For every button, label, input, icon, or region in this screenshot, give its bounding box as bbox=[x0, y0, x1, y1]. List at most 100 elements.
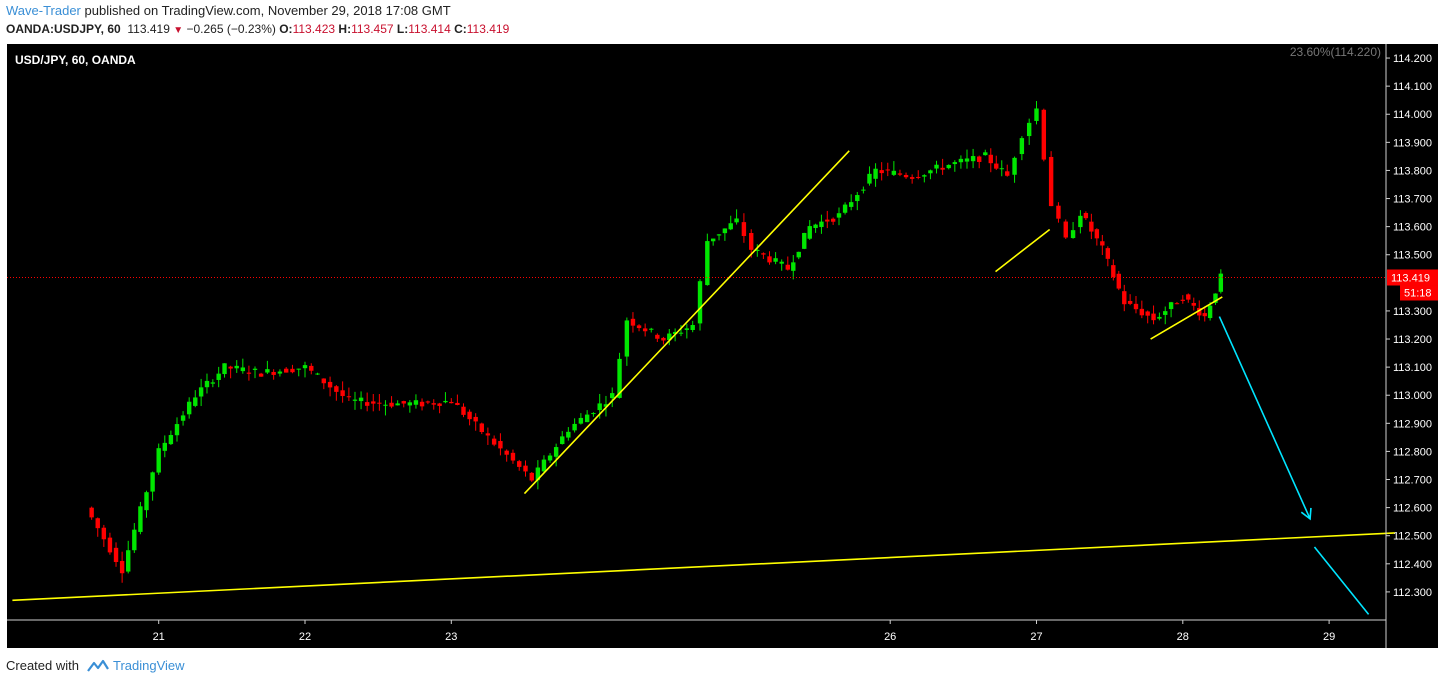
candle-body bbox=[791, 262, 796, 271]
candle-body bbox=[1041, 109, 1047, 160]
y-tick-label: 113.300 bbox=[1393, 306, 1432, 318]
candle-body bbox=[1168, 302, 1174, 310]
candle-body bbox=[180, 415, 186, 421]
candle-body bbox=[1207, 305, 1213, 319]
candle-body bbox=[710, 238, 716, 242]
candle-body bbox=[861, 189, 866, 191]
candle-body bbox=[132, 529, 137, 551]
candle bbox=[813, 223, 818, 233]
candle-body bbox=[891, 170, 897, 175]
candle bbox=[710, 238, 716, 246]
candle bbox=[891, 161, 897, 177]
candle-body bbox=[364, 402, 370, 406]
y-tick-label: 113.700 bbox=[1393, 194, 1432, 206]
y-tick-label: 114.100 bbox=[1393, 81, 1432, 93]
trendline[interactable] bbox=[995, 228, 1051, 273]
candle-body bbox=[807, 226, 812, 239]
projection-arrow[interactable] bbox=[1218, 316, 1311, 520]
candle bbox=[1026, 118, 1032, 145]
candle bbox=[830, 217, 836, 225]
x-tick-label: 26 bbox=[884, 631, 896, 643]
candle bbox=[283, 367, 289, 373]
candle-body bbox=[467, 411, 472, 420]
candle bbox=[377, 394, 382, 411]
candle bbox=[1041, 108, 1047, 162]
candle bbox=[879, 162, 884, 181]
candle bbox=[252, 366, 258, 379]
candle bbox=[819, 214, 824, 234]
candle bbox=[1116, 270, 1121, 291]
candle-body bbox=[964, 158, 970, 162]
candle-body bbox=[617, 358, 622, 398]
candle bbox=[848, 194, 854, 211]
candle bbox=[922, 174, 927, 183]
candle bbox=[1218, 269, 1224, 294]
trendline[interactable] bbox=[12, 532, 1395, 602]
candle-body bbox=[455, 402, 460, 406]
candle-body bbox=[371, 401, 376, 404]
candle-body bbox=[716, 234, 722, 236]
projection-arrow[interactable] bbox=[1313, 546, 1370, 615]
candle-body bbox=[553, 447, 559, 457]
candle bbox=[95, 517, 100, 537]
candle-body bbox=[126, 550, 131, 572]
candle-body bbox=[566, 431, 571, 438]
y-tick-label: 112.800 bbox=[1393, 446, 1432, 458]
candle bbox=[1019, 136, 1025, 161]
candle bbox=[952, 160, 958, 172]
candle-body bbox=[252, 368, 258, 370]
candle-body bbox=[819, 221, 824, 228]
candle bbox=[1186, 293, 1191, 303]
price-chart[interactable]: 114.200 114.100 114.000 113.900 113.800 113.7… bbox=[7, 44, 1438, 648]
candle bbox=[443, 392, 448, 404]
candle-body bbox=[1174, 303, 1180, 305]
candle bbox=[655, 333, 660, 342]
trendline[interactable] bbox=[523, 150, 850, 495]
candle-body bbox=[584, 414, 590, 423]
candle bbox=[277, 369, 283, 377]
candle bbox=[234, 360, 239, 373]
candle bbox=[174, 417, 180, 442]
open-label: O: bbox=[279, 22, 293, 36]
tradingview-link[interactable]: TradingView bbox=[112, 658, 185, 673]
candle bbox=[994, 155, 999, 170]
candle-body bbox=[940, 167, 945, 170]
candle bbox=[222, 363, 227, 378]
candle-body bbox=[560, 436, 565, 445]
y-tick-label: 114.200 bbox=[1393, 53, 1432, 65]
candle-body bbox=[885, 169, 890, 171]
candle-body bbox=[578, 417, 584, 424]
y-tick-label: 113.900 bbox=[1393, 137, 1432, 149]
candle bbox=[741, 213, 747, 243]
x-tick-label: 27 bbox=[1030, 631, 1042, 643]
candle-body bbox=[572, 423, 577, 431]
candle-body bbox=[113, 547, 119, 563]
candle bbox=[296, 368, 301, 377]
candle bbox=[541, 455, 547, 473]
candle bbox=[1133, 296, 1139, 314]
candle bbox=[976, 155, 982, 169]
candle bbox=[1213, 293, 1218, 305]
candle bbox=[419, 398, 425, 411]
candle-body bbox=[655, 334, 660, 339]
candle bbox=[517, 459, 522, 471]
candle-body bbox=[867, 173, 872, 184]
candle-body bbox=[95, 518, 100, 529]
author-link[interactable]: Wave-Trader bbox=[6, 3, 81, 18]
candle bbox=[964, 149, 970, 169]
y-tick-label: 113.800 bbox=[1393, 165, 1432, 177]
candle-body bbox=[383, 404, 388, 406]
candle bbox=[1034, 100, 1039, 125]
candle-body bbox=[785, 264, 790, 270]
candle-body bbox=[425, 401, 431, 403]
candle bbox=[491, 435, 497, 447]
trendline[interactable] bbox=[1150, 296, 1223, 340]
candle-body bbox=[504, 450, 509, 455]
candle bbox=[684, 323, 690, 339]
candle-body bbox=[1012, 157, 1017, 175]
y-tick-label: 113.200 bbox=[1393, 334, 1432, 346]
candle-body bbox=[1116, 273, 1121, 289]
candle-body bbox=[1083, 212, 1089, 219]
chart-area[interactable]: 114.200 114.100 114.000 113.900 113.800 113.7… bbox=[7, 44, 1438, 648]
ohlc-legend: OANDA:USDJPY, 60 113.419 ▼ −0.265 (−0.23… bbox=[6, 22, 509, 36]
